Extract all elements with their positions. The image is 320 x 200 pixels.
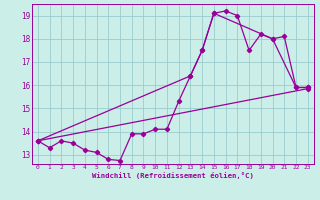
X-axis label: Windchill (Refroidissement éolien,°C): Windchill (Refroidissement éolien,°C): [92, 172, 254, 179]
